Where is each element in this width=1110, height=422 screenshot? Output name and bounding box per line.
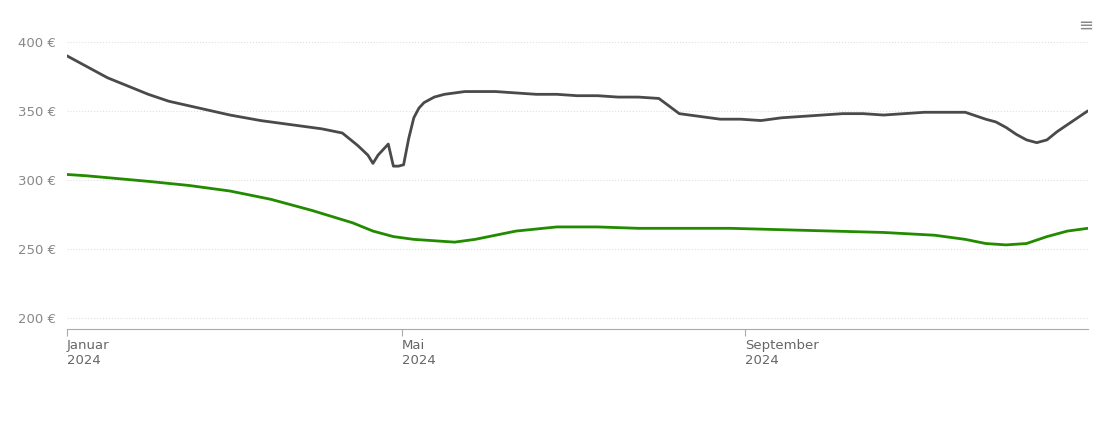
lose Ware xyxy=(468,237,482,242)
lose Ware xyxy=(182,183,195,188)
lose Ware xyxy=(632,226,645,231)
lose Ware xyxy=(223,189,236,194)
Sackware xyxy=(386,164,400,169)
lose Ware xyxy=(928,233,941,238)
Sackware xyxy=(60,53,73,58)
lose Ware xyxy=(999,242,1012,247)
lose Ware xyxy=(60,172,73,177)
lose Ware xyxy=(673,226,686,231)
lose Ware xyxy=(1020,241,1033,246)
lose Ware xyxy=(1061,229,1074,234)
Sackware xyxy=(372,153,385,158)
lose Ware xyxy=(1081,226,1094,231)
lose Ware xyxy=(427,238,441,243)
lose Ware xyxy=(1040,234,1053,239)
Text: ≡: ≡ xyxy=(1078,17,1093,35)
lose Ware xyxy=(979,241,992,246)
lose Ware xyxy=(826,229,839,234)
Sackware xyxy=(1081,108,1094,114)
lose Ware xyxy=(775,227,788,232)
lose Ware xyxy=(877,230,890,235)
lose Ware xyxy=(346,220,360,225)
lose Ware xyxy=(448,240,462,245)
Sackware xyxy=(458,89,472,94)
lose Ware xyxy=(407,237,421,242)
lose Ware xyxy=(264,197,278,202)
lose Ware xyxy=(551,225,564,230)
lose Ware xyxy=(305,208,319,213)
lose Ware xyxy=(111,176,124,181)
Sackware xyxy=(397,162,411,167)
lose Ware xyxy=(724,226,737,231)
lose Ware xyxy=(366,229,380,234)
lose Ware xyxy=(142,179,155,184)
lose Ware xyxy=(959,237,972,242)
Sackware xyxy=(571,93,584,98)
Line: lose Ware: lose Ware xyxy=(67,174,1088,245)
lose Ware xyxy=(509,229,523,234)
Line: Sackware: Sackware xyxy=(67,56,1088,166)
lose Ware xyxy=(386,234,400,239)
Sackware xyxy=(999,125,1012,130)
lose Ware xyxy=(591,225,604,230)
lose Ware xyxy=(80,173,93,179)
Sackware xyxy=(1061,122,1074,127)
